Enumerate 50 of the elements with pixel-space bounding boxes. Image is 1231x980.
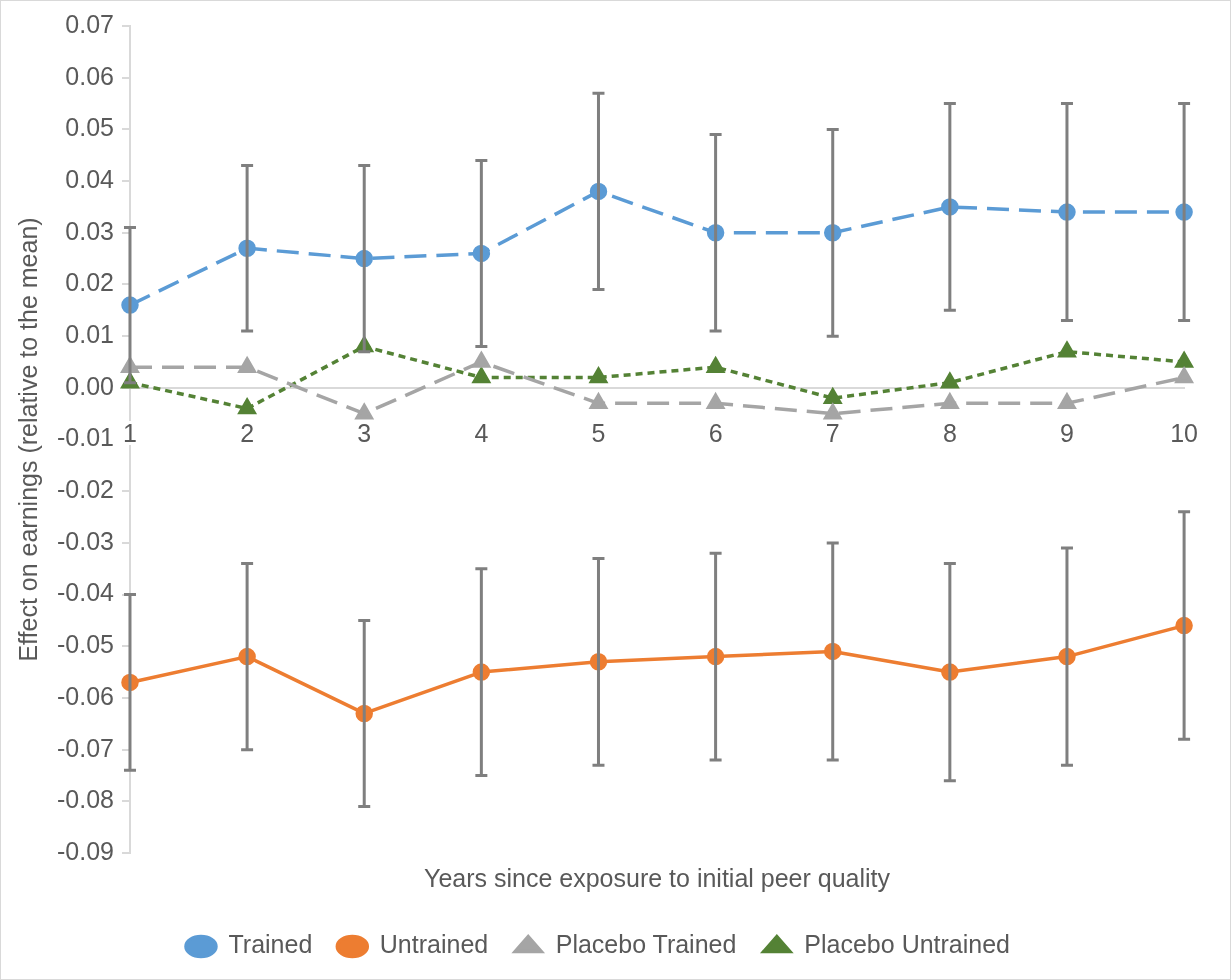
point	[1175, 352, 1193, 368]
y-tick-label: 0.02	[65, 268, 114, 297]
point	[706, 357, 725, 373]
y-tick-label: -0.06	[57, 681, 114, 710]
y-tick-label: -0.07	[57, 733, 114, 762]
y-tick-label: 0.03	[65, 216, 114, 245]
x-tick-label: 2	[240, 418, 255, 447]
x-tick-label: 1	[123, 418, 137, 447]
y-tick-label: 0.06	[65, 61, 114, 90]
point	[355, 403, 373, 420]
y-tick-label: 0.00	[65, 371, 114, 400]
legend-label: Untrained	[379, 930, 489, 959]
point	[589, 367, 608, 384]
legend-label: Trained	[228, 930, 313, 959]
point	[824, 403, 842, 420]
x-axis-title: Years since exposure to initial peer quality	[424, 863, 891, 892]
y-tick-label: 0.04	[65, 164, 115, 193]
y-tick-label: -0.05	[57, 630, 114, 659]
point	[589, 393, 608, 410]
legend-label: Placebo Trained	[555, 930, 737, 959]
y-tick-label: -0.03	[57, 526, 114, 555]
y-axis-title: Effect on earnings (relative to the mean)	[13, 217, 42, 662]
point	[941, 372, 959, 389]
x-tick-label: 7	[825, 418, 840, 447]
x-tick-label: 4	[474, 418, 489, 447]
legend-label: Placebo Untrained	[804, 930, 1011, 959]
point	[706, 393, 725, 410]
y-tick-label: 0.07	[65, 9, 114, 38]
x-tick-label: 3	[357, 418, 372, 447]
y-tick-label: 0.01	[65, 320, 114, 349]
y-tick-label: 0.05	[65, 113, 114, 142]
point	[472, 352, 491, 368]
point	[238, 357, 256, 373]
point	[1058, 341, 1076, 358]
point	[1175, 367, 1193, 384]
y-tick-label: -0.04	[57, 578, 115, 607]
x-tick-label: 8	[942, 418, 957, 447]
point	[824, 388, 842, 404]
y-tick-label: -0.09	[57, 836, 114, 865]
x-tick-label: 9	[1060, 418, 1074, 447]
x-tick-label: 6	[708, 418, 723, 447]
point	[1058, 393, 1076, 410]
y-tick-label: -0.02	[57, 475, 114, 504]
x-tick-label: 5	[591, 418, 606, 447]
point	[472, 367, 491, 384]
point	[238, 398, 256, 415]
x-tick-label: 10	[1170, 418, 1198, 447]
y-tick-label: -0.08	[57, 785, 114, 814]
point	[941, 393, 959, 410]
y-tick-label: -0.01	[57, 423, 114, 452]
